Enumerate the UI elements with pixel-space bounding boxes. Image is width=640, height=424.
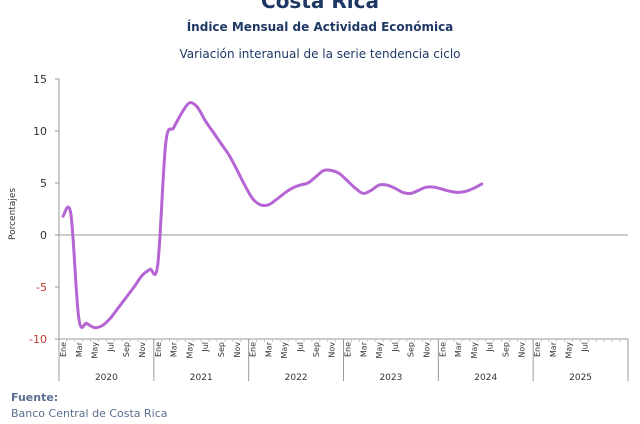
x-month-label: May [91, 342, 100, 359]
x-month-label: Nov [328, 342, 337, 358]
x-month-label: Jul [486, 342, 495, 353]
x-month-label: Mar [454, 341, 463, 357]
x-month-label: Ene [343, 342, 352, 357]
x-month-label: Mar [359, 341, 368, 357]
x-year-label: 2021 [190, 373, 213, 383]
x-month-label: May [470, 342, 479, 359]
chart-country-title: Costa Rica [261, 0, 379, 13]
y-tick-label: 0 [40, 229, 47, 242]
series-line [61, 101, 484, 330]
x-month-label: May [280, 342, 289, 359]
x-month-label: Ene [154, 342, 163, 357]
x-month-label: Ene [59, 342, 68, 357]
y-tick-label: 5 [40, 177, 47, 190]
x-month-label: Sep [312, 342, 321, 357]
x-month-label: Mar [170, 341, 179, 357]
x-month-label: Jul [581, 342, 590, 353]
x-month-label: Ene [438, 342, 447, 357]
x-month-label: Jul [391, 342, 400, 353]
x-month-label: Mar [75, 341, 84, 357]
x-year-label: 2022 [285, 373, 308, 383]
source-text: Banco Central de Costa Rica [11, 407, 168, 420]
y-tick-label: -5 [36, 281, 47, 294]
x-month-label: Nov [517, 342, 526, 358]
x-month-label: Nov [233, 342, 242, 358]
x-month-label: Sep [502, 342, 511, 357]
y-tick-label: 10 [33, 125, 47, 138]
chart-series-description: Variación interanual de la serie tendenc… [179, 47, 461, 61]
x-month-label: May [185, 342, 194, 359]
y-axis-title: Porcentajes [8, 188, 18, 240]
x-month-label: Mar [264, 341, 273, 357]
x-month-label: Sep [217, 342, 226, 357]
x-month-label: Sep [122, 342, 131, 357]
x-month-label: Jul [106, 342, 115, 353]
x-month-label: Nov [138, 342, 147, 358]
x-year-label: 2023 [379, 373, 402, 383]
y-tick-label: -10 [29, 333, 47, 346]
source-label: Fuente: [11, 391, 59, 404]
x-month-label: Ene [533, 342, 542, 357]
x-month-label: May [565, 342, 574, 359]
x-month-label: Sep [407, 342, 416, 357]
y-tick-label: 15 [33, 73, 47, 86]
x-year-label: 2020 [95, 373, 118, 383]
x-month-label: Nov [422, 342, 431, 358]
x-month-label: May [375, 342, 384, 359]
x-month-label: Jul [296, 342, 305, 353]
chart-index-subtitle: Índice Mensual de Actividad Económica [186, 20, 454, 34]
x-month-label: Mar [549, 341, 558, 357]
x-month-label: Ene [249, 342, 258, 357]
x-month-label: Jul [201, 342, 210, 353]
x-year-label: 2025 [569, 373, 592, 383]
x-year-label: 2024 [474, 373, 497, 383]
